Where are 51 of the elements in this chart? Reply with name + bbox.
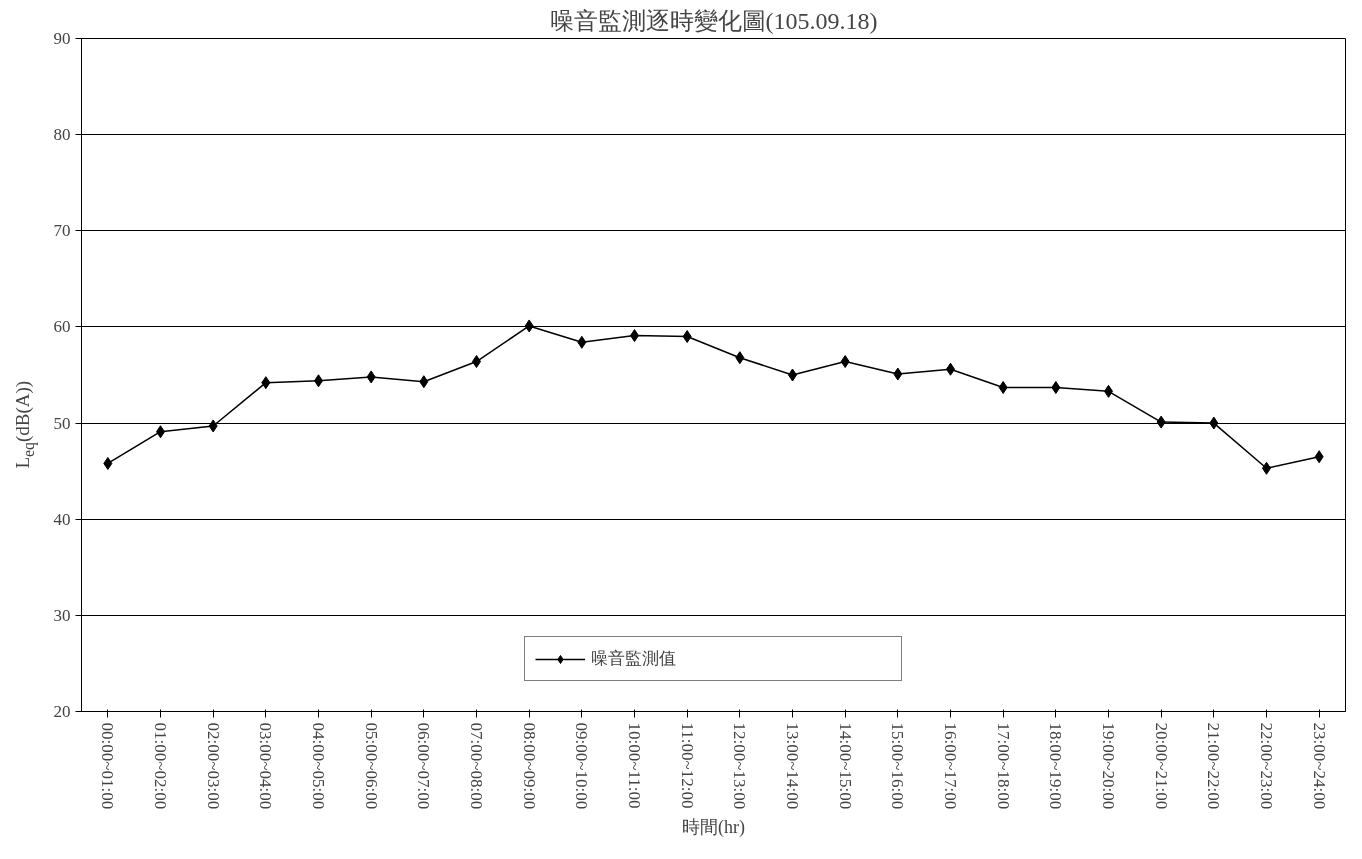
x-tick-label: 00:00~01:00 [98, 722, 118, 810]
x-tick-label: 21:00~22:00 [1204, 722, 1224, 810]
x-tick-label: 05:00~06:00 [361, 722, 381, 810]
x-tick-label: 17:00~18:00 [993, 722, 1013, 810]
x-tick-label: 10:00~11:00 [625, 722, 644, 809]
point [840, 355, 850, 369]
x-tick-label: 20:00~21:00 [1151, 722, 1171, 810]
point [261, 376, 271, 390]
point [998, 381, 1008, 394]
x-tick-label: 03:00~04:00 [256, 722, 276, 810]
x-tick-label: 08:00~09:00 [519, 722, 539, 810]
x-tick-label: 11:00~12:00 [677, 722, 697, 809]
point [524, 319, 534, 333]
chart-title: 噪音監測逐時變化圖(105.09.18) [549, 7, 878, 34]
point [208, 419, 218, 433]
x-tick-label: 06:00~07:00 [414, 722, 434, 810]
point [1051, 381, 1061, 394]
y-tick-label: 50 [53, 413, 71, 433]
x-tick-label: 12:00~13:00 [730, 722, 750, 810]
y-tick-label: 20 [53, 702, 71, 721]
point [735, 351, 745, 365]
y-tick-label: 30 [53, 605, 71, 625]
y-tick-label: 70 [53, 221, 71, 241]
point [1314, 450, 1324, 464]
x-tick-label: 14:00~15:00 [835, 722, 855, 810]
point [682, 330, 692, 344]
y-tick-label: 60 [53, 317, 71, 337]
x-tick-label: 02:00~03:00 [203, 722, 223, 810]
point [577, 335, 587, 349]
point [366, 370, 376, 384]
point [893, 367, 903, 381]
x-axis-title: 時間(hr) [682, 817, 745, 839]
x-tick-label: 19:00~20:00 [1099, 722, 1118, 810]
x-tick-label: 23:00~24:00 [1309, 722, 1329, 810]
y-tick-label: 80 [53, 125, 71, 145]
y-tick-label: 90 [53, 29, 71, 48]
x-tick-label: 01:00~02:00 [151, 722, 170, 810]
x-tick-label: 13:00~14:00 [783, 722, 802, 810]
x-tick-label: 18:00~19:00 [1046, 722, 1066, 810]
legend-label: 噪音監測值 [591, 648, 677, 670]
x-tick-label: 15:00~16:00 [888, 722, 908, 810]
x-tick-label: 09:00~10:00 [572, 722, 592, 810]
x-tick-label: 04:00~05:00 [309, 722, 328, 810]
x-tick-label: 07:00~08:00 [467, 722, 486, 810]
point [103, 456, 113, 470]
point [1156, 415, 1166, 429]
point [419, 375, 429, 389]
x-tick-label: 22:00~23:00 [1257, 722, 1276, 810]
y-tick-label: 40 [53, 509, 71, 529]
x-tick-label: 16:00~17:00 [941, 722, 960, 810]
point [1209, 416, 1219, 430]
